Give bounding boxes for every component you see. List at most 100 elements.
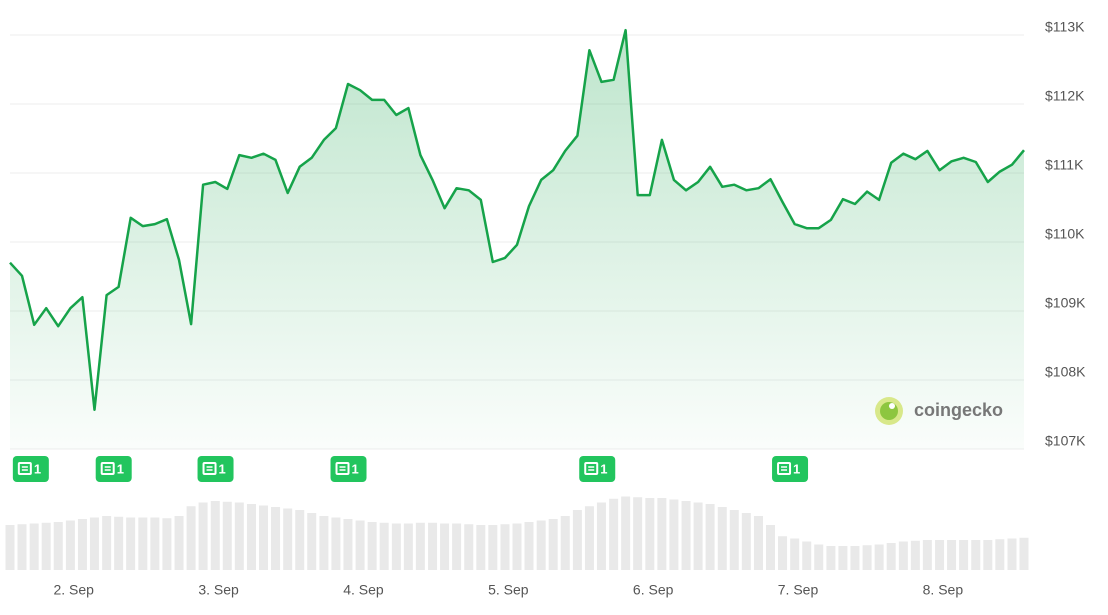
volume-bar: [645, 498, 655, 570]
news-count: 1: [600, 461, 607, 476]
news-badge[interactable]: 1: [772, 456, 809, 482]
y-tick-label: $111K: [1045, 157, 1084, 173]
x-tick-label: 7. Sep: [778, 582, 819, 598]
volume-bar: [741, 513, 751, 570]
volume-bar: [983, 540, 993, 570]
news-badge[interactable]: 1: [579, 456, 616, 482]
volume-bar: [102, 516, 112, 570]
volume-bar: [1007, 538, 1017, 570]
volume-bar: [367, 522, 377, 570]
volume-bar: [935, 540, 945, 570]
volume-bar: [814, 544, 824, 570]
volume-bar: [548, 519, 558, 570]
volume-bar: [319, 516, 329, 570]
volume-bar: [681, 501, 691, 570]
volume-bar: [150, 517, 160, 570]
volume-bar: [114, 516, 124, 570]
volume-bar: [53, 522, 63, 570]
y-tick-label: $109K: [1045, 295, 1086, 311]
volume-bar: [307, 513, 317, 570]
volume-bar: [995, 539, 1005, 570]
news-count: 1: [34, 461, 41, 476]
volume-bar: [862, 545, 872, 570]
volume-bar: [717, 507, 727, 570]
price-area: [10, 30, 1024, 449]
volume-bar: [391, 523, 401, 570]
volume-bar: [174, 516, 184, 570]
volume-bar: [500, 524, 510, 570]
volume-bar: [898, 541, 908, 570]
news-count: 1: [352, 461, 359, 476]
volume-bar: [464, 524, 474, 570]
volume-bar: [693, 502, 703, 570]
volume-bar: [29, 523, 39, 570]
volume-bar: [41, 522, 51, 570]
volume-bar: [705, 504, 715, 570]
volume-bar: [633, 497, 643, 570]
watermark: coingecko: [914, 400, 1003, 420]
volume-bar: [621, 496, 631, 570]
volume-bar: [910, 540, 920, 570]
volume-bar: [222, 501, 232, 570]
volume-bar: [512, 523, 522, 570]
volume-bar: [922, 540, 932, 570]
volume-bar: [17, 524, 27, 570]
news-count: 1: [793, 461, 800, 476]
volume-bar: [452, 523, 462, 570]
volume-bar: [874, 544, 884, 570]
news-icon: [100, 462, 115, 475]
volume-bar: [476, 525, 486, 570]
volume-bar: [802, 541, 812, 570]
volume-bar: [947, 540, 957, 570]
volume-bar: [5, 525, 15, 570]
volume-bar: [971, 540, 981, 570]
volume-bar: [850, 546, 860, 570]
volume-bar: [126, 517, 136, 570]
y-tick-label: $113K: [1045, 19, 1085, 35]
volume-bar: [331, 517, 341, 570]
volume-bar: [343, 519, 353, 570]
volume-bar: [657, 498, 667, 570]
volume-bar: [246, 504, 256, 570]
y-tick-label: $110K: [1045, 226, 1085, 242]
volume-bar: [596, 502, 606, 570]
news-icon: [335, 462, 350, 475]
volume-bar: [669, 499, 679, 570]
volume-bar: [89, 517, 99, 570]
volume-bar: [1019, 537, 1029, 570]
volume-bar: [584, 506, 594, 570]
volume-bar: [234, 502, 244, 570]
volume-bar: [259, 505, 268, 570]
volume-bar: [65, 520, 75, 570]
y-tick-label: $112K: [1045, 88, 1085, 104]
volume-bar: [560, 516, 570, 570]
news-badge[interactable]: 1: [95, 456, 132, 482]
volume-bar: [886, 543, 896, 570]
volume-bar: [524, 522, 534, 570]
y-tick-label: $108K: [1045, 364, 1086, 380]
x-tick-label: 5. Sep: [488, 582, 529, 598]
volume-bar: [959, 540, 969, 570]
news-count: 1: [219, 461, 226, 476]
news-icon: [202, 462, 217, 475]
volume-bar: [572, 510, 582, 570]
volume-bar: [536, 520, 546, 570]
volume-bar: [826, 546, 836, 570]
news-icon: [17, 462, 32, 475]
volume-bar: [729, 510, 739, 570]
volume-bar: [162, 518, 172, 570]
volume-bar: [283, 508, 293, 570]
volume-bar: [271, 507, 281, 570]
volume-bar: [753, 516, 763, 570]
news-badge[interactable]: 1: [330, 456, 367, 482]
news-icon: [777, 462, 792, 475]
news-badge[interactable]: 1: [197, 456, 234, 482]
news-icon: [584, 462, 599, 475]
news-badge[interactable]: 1: [12, 456, 49, 482]
volume-bar: [198, 502, 208, 570]
volume-bar: [355, 520, 365, 570]
volume-bar: [77, 519, 87, 570]
news-count: 1: [117, 461, 124, 476]
y-tick-label: $107K: [1045, 433, 1086, 449]
